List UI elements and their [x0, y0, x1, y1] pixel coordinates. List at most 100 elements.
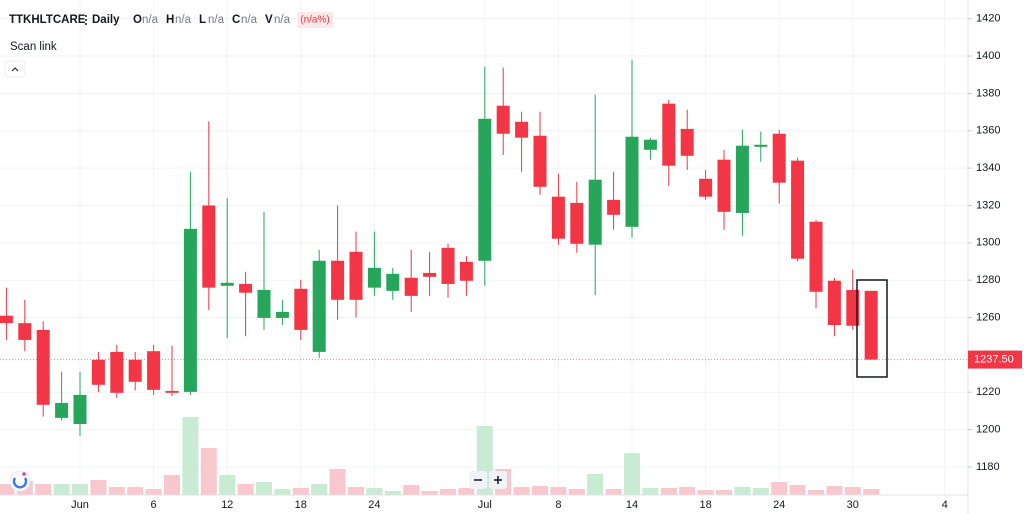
volume-bar — [642, 488, 659, 495]
candle-body — [846, 289, 860, 326]
logo-mark — [12, 477, 28, 489]
volume-bar — [771, 482, 788, 495]
last-price-label: 1237.50 — [974, 353, 1014, 365]
candle-body — [643, 139, 657, 150]
volume-bar — [679, 487, 696, 495]
volume-bar — [182, 417, 199, 495]
candle-body — [827, 280, 841, 326]
y-tick-label: 1360 — [976, 125, 1000, 137]
legend-key: C — [232, 14, 240, 26]
legend-value: n/a — [142, 14, 159, 26]
volume-bar — [237, 484, 254, 495]
candle-body — [257, 289, 271, 318]
last-price-badge — [968, 350, 1022, 369]
candle-body — [459, 261, 473, 281]
legend-value: n/a — [175, 14, 192, 26]
candle-body — [36, 329, 50, 405]
volume-bar — [513, 487, 530, 495]
volume-bar — [403, 485, 420, 495]
plus-icon — [494, 476, 502, 484]
scan-link[interactable]: Scan link — [10, 41, 57, 53]
x-tick-label: 6 — [151, 499, 157, 511]
volume-bar — [844, 487, 861, 495]
y-tick-label: 1300 — [976, 237, 1000, 249]
candle-body — [754, 144, 768, 147]
candle-body — [404, 277, 418, 296]
x-tick-label: 18 — [295, 499, 307, 511]
volume-bar — [624, 453, 640, 495]
volume-bar — [256, 482, 272, 495]
menu-dots[interactable] — [85, 15, 87, 25]
volume-bar — [605, 489, 622, 495]
x-tick-label: 8 — [555, 499, 561, 511]
candle-layer — [0, 59, 968, 436]
volume-bar — [789, 485, 806, 495]
volume-bar — [0, 484, 15, 495]
volume-bar — [808, 490, 824, 495]
candle-body — [91, 359, 105, 385]
volume-bar — [458, 488, 475, 495]
candle-body — [551, 196, 565, 239]
candle-body — [312, 260, 326, 352]
volume-bar — [550, 487, 567, 495]
x-tick-label: 24 — [773, 499, 785, 511]
x-tick-label: 14 — [626, 499, 638, 511]
y-tick-label: 1340 — [976, 162, 1000, 174]
candle-body — [331, 260, 345, 300]
candle-body — [18, 323, 32, 340]
collapse-button[interactable] — [4, 60, 26, 78]
candle-body — [533, 135, 547, 187]
volume-bar — [660, 488, 677, 495]
y-tick-label: 1220 — [976, 386, 1000, 398]
x-tick-label: 4 — [942, 499, 948, 511]
collapse-icon — [11, 67, 19, 72]
x-tick-label: 18 — [699, 499, 711, 511]
volume-bar — [200, 448, 217, 495]
legend-key: O — [133, 14, 142, 26]
x-tick-label: Jun — [71, 499, 89, 511]
axis-layer: 1180120012201240126012801300132013401360… — [71, 13, 1022, 511]
candle-body — [515, 121, 529, 138]
candle-body — [55, 402, 69, 418]
candle-body — [791, 160, 805, 259]
logo-dot — [22, 472, 26, 476]
volume-bar — [863, 489, 880, 495]
y-tick-label: 1280 — [976, 274, 1000, 286]
legend-value: n/a — [274, 14, 291, 26]
candle-body — [349, 251, 363, 300]
volume-bar — [568, 489, 585, 495]
volume-bar — [219, 475, 236, 495]
candle-body — [478, 118, 492, 261]
interval[interactable]: Daily — [92, 14, 120, 26]
symbol: TTKHLTCARE — [9, 14, 86, 26]
x-tick-label: Jul — [478, 499, 492, 511]
volume-bar — [127, 487, 144, 495]
candle-body — [625, 136, 639, 227]
change-badge — [297, 12, 333, 28]
volume-bar — [329, 469, 346, 495]
y-tick-label: 1380 — [976, 87, 1000, 99]
volume-bar — [274, 489, 291, 495]
candle-body — [735, 145, 749, 213]
volume-bar — [752, 488, 769, 495]
change: (n/a%) — [300, 15, 329, 26]
volume-bar — [440, 489, 456, 495]
logo — [9, 470, 31, 492]
candle-body — [607, 199, 621, 215]
volume-bar — [366, 488, 383, 495]
candle-body — [809, 221, 823, 292]
x-tick-label: 12 — [221, 499, 233, 511]
y-tick-label: 1320 — [976, 199, 1000, 211]
y-tick-label: 1180 — [976, 461, 1000, 473]
candle-body — [183, 228, 197, 392]
x-tick-label: 24 — [368, 499, 380, 511]
candle-body — [220, 282, 234, 286]
legend-key: L — [199, 14, 206, 26]
candle-body — [239, 283, 253, 293]
volume-bar — [587, 474, 604, 495]
x-tick-label: 30 — [847, 499, 859, 511]
candle-body — [570, 202, 584, 244]
